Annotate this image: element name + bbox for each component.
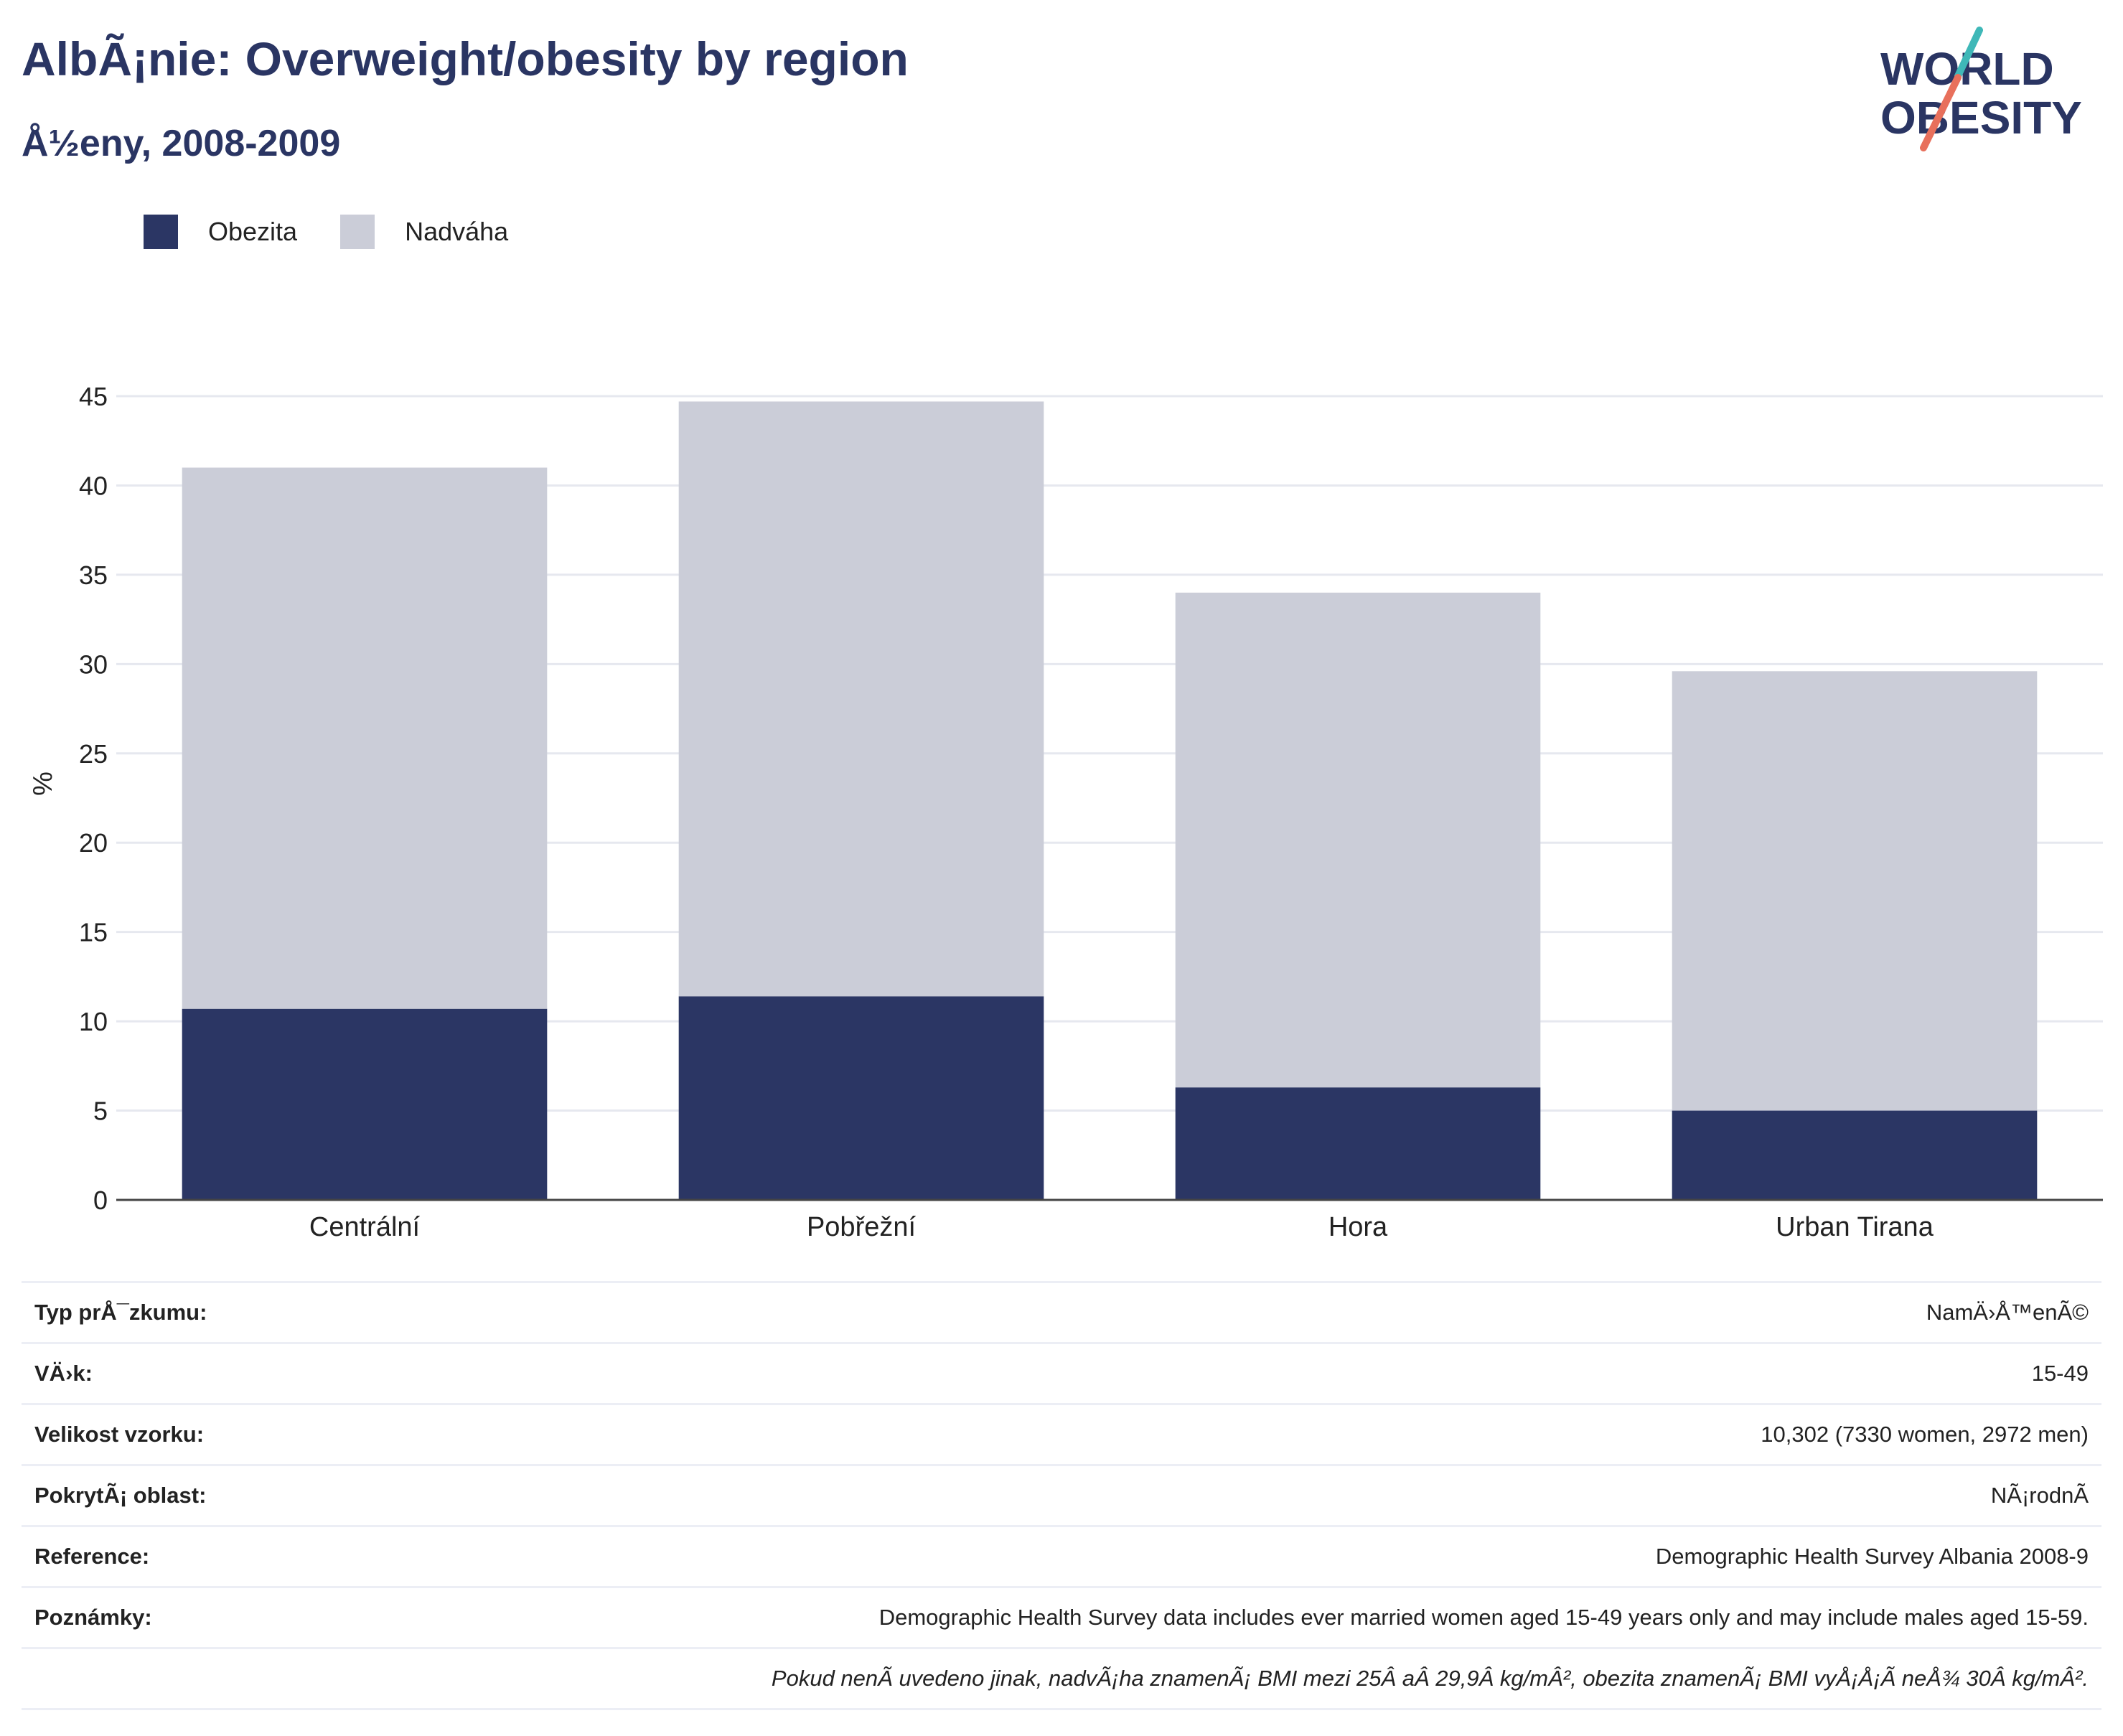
bar-obesity[interactable] — [1175, 1087, 1541, 1200]
x-tick-label: Hora — [1328, 1212, 1388, 1242]
y-tick-label: 10 — [79, 1007, 108, 1036]
info-key: VÄ›k: — [34, 1361, 93, 1386]
chart-subtitle: Å½eny, 2008-2009 — [22, 123, 341, 164]
world-obesity-logo: WORLD OBESITY — [1880, 27, 2082, 151]
info-value: 15-49 — [2031, 1361, 2089, 1386]
info-row-area-covered: PokrytÃ¡ oblast: NÃ¡rodnÃ — [22, 1464, 2101, 1525]
stacked-bar-chart: 0 5 10 15 20 25 30 35 40 45 Centrální Pobřežní Hora… — [28, 382, 2103, 1242]
info-value: Demographic Health Survey data includes … — [878, 1605, 2089, 1630]
logo-slash-teal — [1954, 27, 1983, 80]
x-tick-label: Pobřežní — [807, 1212, 917, 1242]
bar-overweight[interactable] — [1175, 592, 1541, 1088]
x-tick-label: Urban Tirana — [1776, 1212, 1934, 1242]
y-tick-label: 0 — [93, 1186, 108, 1215]
bar-obesity[interactable] — [1672, 1110, 2038, 1200]
info-row-age: VÄ›k: 15-49 — [22, 1342, 2101, 1403]
x-tick-label: Centrální — [309, 1212, 421, 1242]
bmi-footnote: Pokud nenÃ uvedeno jinak, nadvÃ¡ha zname… — [771, 1666, 2089, 1691]
y-tick-label: 40 — [79, 471, 108, 500]
info-value: NamÄ›Å™enÃ© — [1926, 1300, 2089, 1325]
legend-swatch-obesity — [144, 215, 178, 249]
y-tick-label: 30 — [79, 649, 108, 679]
y-tick-label: 35 — [79, 560, 108, 590]
legend-item-overweight[interactable]: Nadváha — [340, 215, 508, 249]
bar-overweight[interactable] — [182, 467, 548, 1009]
legend-item-obesity[interactable]: Obezita — [144, 215, 297, 249]
survey-info-table: Typ prÅ¯zkumu: NamÄ›Å™enÃ© VÄ›k: 15-49 V… — [22, 1281, 2101, 1710]
logo-text-obesity: OBESITY — [1880, 92, 2082, 144]
info-key: PokrytÃ¡ oblast: — [34, 1483, 207, 1508]
info-row-footnote: Pokud nenÃ uvedeno jinak, nadvÃ¡ha zname… — [22, 1647, 2101, 1710]
info-row-reference: Reference: Demographic Health Survey Alb… — [22, 1525, 2101, 1586]
info-row-sample-size: Velikost vzorku: 10,302 (7330 women, 297… — [22, 1403, 2101, 1464]
bar-obesity[interactable] — [678, 996, 1044, 1200]
y-axis-label: % — [28, 771, 58, 796]
info-key: Typ prÅ¯zkumu: — [34, 1300, 207, 1325]
chart-legend: Obezita Nadváha — [144, 214, 551, 250]
bar-overweight[interactable] — [678, 401, 1044, 997]
info-key: Poznámky: — [34, 1605, 152, 1630]
x-axis-ticks: Centrální Pobřežní Hora Urban Tirana — [309, 1212, 1934, 1242]
legend-label-overweight: Nadváha — [405, 217, 509, 246]
info-value: 10,302 (7330 women, 2972 men) — [1761, 1422, 2089, 1447]
info-key: Reference: — [34, 1544, 150, 1569]
y-axis-ticks: 0 5 10 15 20 25 30 35 40 45 — [79, 382, 108, 1215]
legend-swatch-overweight — [340, 215, 375, 249]
info-row-survey-type: Typ prÅ¯zkumu: NamÄ›Å™enÃ© — [22, 1281, 2101, 1342]
y-tick-label: 5 — [93, 1097, 108, 1126]
y-tick-label: 45 — [79, 382, 108, 411]
y-tick-label: 25 — [79, 739, 108, 769]
info-value: Demographic Health Survey Albania 2008-9 — [1655, 1544, 2089, 1569]
info-value: NÃ¡rodnÃ — [1990, 1483, 2089, 1508]
bar-overweight[interactable] — [1672, 671, 2038, 1111]
info-row-notes: Poznámky: Demographic Health Survey data… — [22, 1586, 2101, 1647]
y-tick-label: 15 — [79, 918, 108, 947]
logo-slash-coral — [1920, 74, 1962, 151]
legend-label-obesity: Obezita — [208, 217, 298, 246]
chart-title: AlbÃ¡nie: Overweight/obesity by region — [22, 32, 909, 85]
bars — [182, 401, 2038, 1200]
info-key: Velikost vzorku: — [34, 1422, 205, 1447]
bar-obesity[interactable] — [182, 1008, 548, 1200]
y-tick-label: 20 — [79, 828, 108, 858]
